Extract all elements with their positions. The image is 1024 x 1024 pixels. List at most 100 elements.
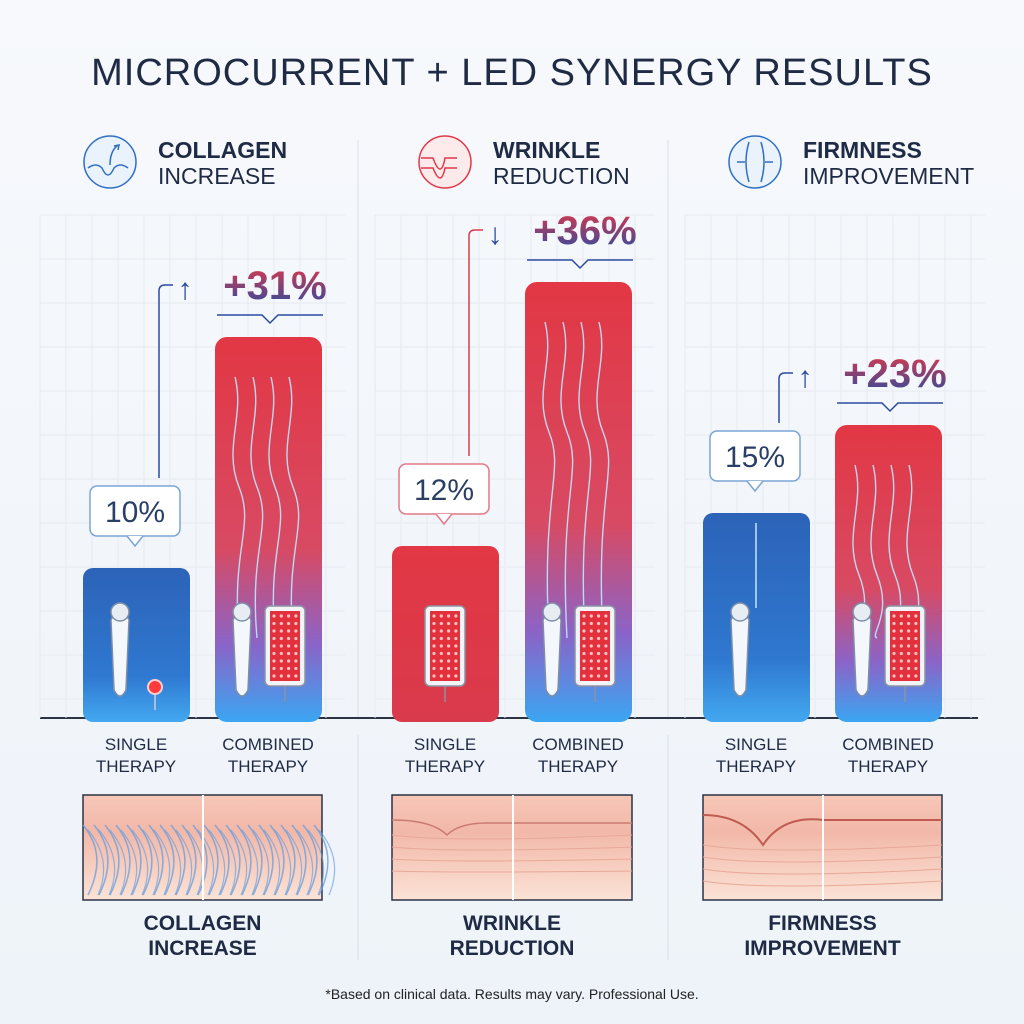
led-dot (294, 629, 298, 633)
led-dot (279, 629, 283, 633)
led-dot (914, 651, 918, 656)
collagen-fiber (296, 829, 314, 896)
led-dot (907, 659, 911, 663)
panel-heading-line1: FIRMNESS (803, 137, 922, 163)
led-dot (272, 666, 276, 671)
collagen-fiber (274, 829, 292, 896)
led-dot (272, 614, 276, 618)
led-dot (582, 621, 586, 626)
led-dot (294, 651, 298, 656)
led-dot (597, 614, 601, 618)
device-head (542, 602, 562, 622)
footnote: *Based on clinical data. Results may var… (325, 986, 699, 1002)
led-dot (454, 644, 458, 648)
led-dot (597, 666, 601, 671)
collagen-fiber (208, 829, 226, 896)
led-dot (582, 636, 586, 641)
led-dot (287, 636, 291, 641)
single-value-label-pointer (435, 513, 453, 526)
led-dot (432, 674, 436, 678)
led-dot (914, 636, 918, 641)
firmness-icon (728, 135, 782, 189)
led-dot (604, 621, 608, 626)
single-value-label: 15% (725, 441, 785, 474)
led-dot (899, 621, 903, 626)
led-dot (589, 629, 593, 633)
led-dot (899, 629, 903, 633)
led-dot (454, 674, 458, 678)
led-dot (589, 644, 593, 648)
combined-bracket (217, 314, 323, 325)
arrow-down-icon: ↓ (488, 218, 503, 251)
skin-layer (391, 858, 633, 862)
led-dot (287, 651, 291, 656)
skin-layer (391, 846, 633, 851)
led-dot (279, 621, 283, 626)
collagen-fiber (104, 824, 120, 896)
led-dot (454, 666, 458, 671)
caption-line1: FIRMNESS (768, 912, 877, 935)
skin-layer (702, 868, 943, 875)
skin-layer (702, 880, 943, 887)
led-dot (907, 644, 911, 648)
led-dot (454, 629, 458, 633)
led-dot (454, 614, 458, 618)
led-dot (287, 629, 291, 633)
energy-wave (250, 376, 264, 639)
page-title: MICROCURRENT + LED SYNERGY RESULTS (91, 52, 933, 94)
collagen-fiber (203, 824, 219, 896)
collagen-fiber (175, 829, 193, 896)
led-dot (589, 666, 593, 671)
led-dot (279, 674, 283, 678)
arrow-up-icon (109, 144, 120, 166)
led-dot (604, 666, 608, 671)
category-label-line1: COMBINED (532, 735, 624, 754)
led-dot (432, 644, 436, 648)
led-dot (582, 614, 586, 618)
collagen-fiber (225, 824, 241, 896)
collagen-fiber (291, 824, 307, 896)
led-dot (447, 674, 451, 678)
led-dot (597, 621, 601, 626)
led-dot (447, 621, 451, 626)
collagen-fiber (98, 829, 116, 896)
led-dot (447, 644, 451, 648)
panel-heading-line2: REDUCTION (493, 163, 630, 189)
led-dot (589, 614, 593, 618)
led-dot (447, 666, 451, 671)
led-dot (597, 659, 601, 663)
collagen-fiber (219, 829, 237, 896)
wrinkle-icon (418, 135, 472, 189)
icon-stroke (737, 141, 773, 183)
collagen-fiber (302, 824, 318, 896)
collagen-fiber (263, 829, 281, 896)
collagen-fiber (115, 824, 131, 896)
collagen-fiber (258, 824, 274, 896)
panel-firmness: FIRMNESSIMPROVEMENT15%+23%↑SINGLETHERAPY… (684, 135, 985, 960)
caption-line2: REDUCTION (450, 937, 575, 960)
panel-heading-line2: IMPROVEMENT (803, 163, 974, 189)
panel-heading-line1: WRINKLE (493, 137, 600, 163)
led-dot (907, 666, 911, 671)
skin-layer (391, 834, 633, 840)
led-dot (294, 621, 298, 626)
led-dot (914, 659, 918, 663)
bar-single-therapy (703, 513, 810, 722)
led-dot (287, 644, 291, 648)
led-dot (432, 629, 436, 633)
led-dot (892, 644, 896, 648)
led-dot (899, 659, 903, 663)
collagen-fiber (269, 824, 285, 896)
led-dot (439, 674, 443, 678)
led-dot (604, 674, 608, 678)
led-dot (279, 651, 283, 656)
led-dot (604, 614, 608, 618)
led-dot (287, 666, 291, 671)
single-value-label: 12% (414, 474, 474, 507)
led-dot (604, 636, 608, 641)
led-dot (287, 621, 291, 626)
led-dot (597, 629, 601, 633)
connector-line (468, 229, 483, 456)
led-dot (439, 621, 443, 626)
bar-single-therapy (83, 568, 190, 722)
